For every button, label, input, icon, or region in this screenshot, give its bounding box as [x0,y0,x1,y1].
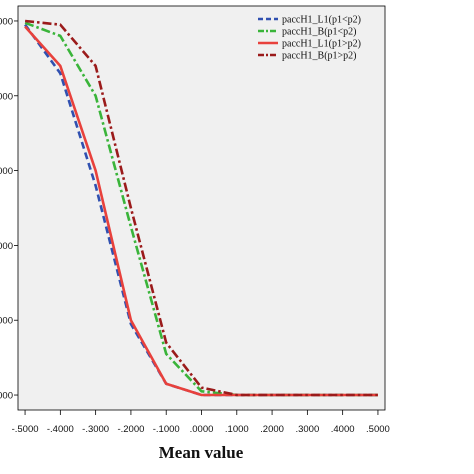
legend-label: paccH1_B(p1>p2) [282,51,357,62]
x-tick-label: -.1000 [153,424,180,435]
x-tick-label: .4000 [331,424,355,435]
y-tick-label: 000 [0,91,13,102]
x-tick-label: .1000 [225,424,249,435]
x-tick-label: .3000 [295,424,319,435]
x-tick-label: .2000 [260,424,284,435]
x-tick-label: -.5000 [12,424,39,435]
y-tick-label: 000 [0,316,13,327]
series-lines [24,19,378,397]
y-tick-label: 000 [0,241,13,252]
x-tick-label: .5000 [366,424,390,435]
legend: paccH1_L1(p1<p2)paccH1_B(p1<p2)paccH1_L1… [258,15,361,62]
y-tick-label: 000 [0,391,13,402]
x-tick-label: .0000 [190,424,214,435]
y-axis: 000 000 000 000 000 000 [0,16,18,402]
x-axis: -.5000 -.4000 -.3000 -.2000 -.1000 .0000 .1000… [12,410,390,435]
y-tick-label: 000 [0,166,13,177]
x-tick-label: -.4000 [47,424,74,435]
x-tick-label: -.3000 [82,424,109,435]
y-tick-label: 000 [0,16,13,27]
legend-label: paccH1_B(p1<p2) [282,27,357,38]
x-axis-title: Mean value [159,443,244,462]
series-line-4 [24,19,378,397]
legend-label: paccH1_L1(p1<p2) [282,15,361,26]
x-tick-label: -.2000 [117,424,144,435]
legend-label: paccH1_L1(p1>p2) [282,39,361,50]
plot-area [17,5,386,411]
